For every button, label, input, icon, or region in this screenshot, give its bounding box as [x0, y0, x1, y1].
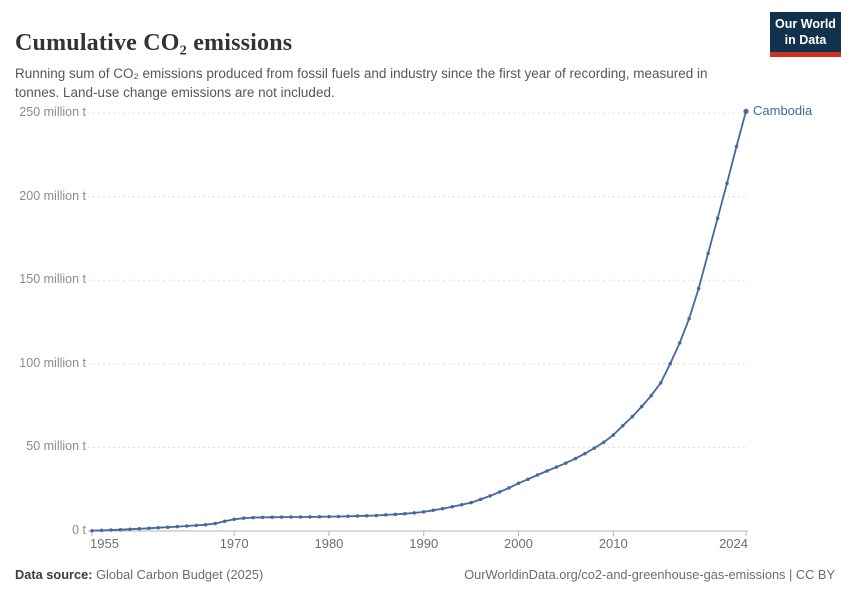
x-axis-tick-label: 1955 [90, 536, 119, 551]
y-axis-tick-label: 150 million t [19, 272, 86, 287]
data-point[interactable] [393, 512, 398, 517]
data-point[interactable] [241, 516, 246, 520]
data-point[interactable] [166, 525, 170, 529]
footer-link[interactable]: OurWorldinData.org/co2-and-greenhouse-ga… [464, 567, 835, 582]
data-point[interactable] [137, 527, 142, 531]
datasource-label: Data source: [15, 567, 93, 582]
data-point[interactable] [658, 381, 663, 385]
data-point[interactable] [99, 528, 104, 533]
data-point[interactable] [355, 514, 360, 518]
data-point[interactable] [327, 514, 331, 519]
data-point[interactable] [715, 216, 720, 221]
data-point[interactable] [630, 414, 635, 419]
x-axis-tick-label: 1980 [314, 536, 344, 551]
data-point[interactable] [621, 423, 625, 428]
chart-subtitle: Running sum of CO₂ emissions produced fr… [15, 65, 708, 101]
data-point[interactable] [298, 515, 303, 519]
data-point[interactable] [583, 451, 587, 456]
y-axis-tick-label: 100 million t [19, 355, 86, 370]
series-entity-label[interactable]: Cambodia [753, 103, 813, 119]
data-point[interactable] [706, 251, 710, 256]
data-point[interactable] [639, 404, 644, 409]
data-point[interactable] [507, 486, 511, 490]
data-point[interactable] [203, 522, 208, 527]
data-point[interactable] [488, 494, 492, 498]
data-point[interactable] [336, 514, 341, 519]
data-point[interactable] [611, 433, 616, 437]
series-line-cambodia[interactable] [91, 111, 747, 532]
x-axis-tick-label: 2000 [504, 536, 533, 551]
data-point[interactable] [251, 515, 255, 520]
data-point[interactable] [185, 524, 189, 528]
data-point[interactable] [573, 456, 578, 461]
data-point[interactable] [535, 473, 540, 477]
data-point[interactable] [308, 515, 312, 519]
data-point[interactable] [459, 502, 464, 507]
data-point[interactable] [421, 510, 426, 514]
data-point[interactable] [649, 393, 653, 398]
datasource: Data source: Global Carbon Budget (2025) [15, 567, 263, 582]
x-axis-tick-label: 2024 [719, 536, 748, 551]
owid-logo-line2: in Data [784, 32, 827, 47]
data-point[interactable] [545, 469, 549, 473]
owid-logo-line1: Our World [775, 17, 836, 31]
owid-logo[interactable]: Our World in Data [770, 12, 841, 58]
data-point[interactable] [270, 515, 274, 519]
data-point[interactable] [289, 515, 293, 519]
datasource-value: Global Carbon Budget (2025) [96, 567, 264, 582]
y-axis-tick-label: 50 million t [26, 439, 86, 454]
data-point[interactable] [696, 286, 701, 291]
data-point[interactable] [128, 527, 132, 531]
data-point-last[interactable] [743, 108, 749, 114]
data-point[interactable] [109, 528, 113, 532]
data-point[interactable] [450, 505, 454, 509]
data-point[interactable] [734, 144, 739, 149]
data-point[interactable] [384, 513, 388, 517]
data-point[interactable] [279, 515, 284, 519]
y-axis-tick-label: 250 million t [19, 105, 86, 119]
chart-footer: Data source: Global Carbon Budget (2025)… [15, 567, 835, 582]
data-point[interactable] [469, 500, 473, 505]
data-point[interactable] [90, 528, 94, 533]
x-axis-tick-label: 1970 [219, 536, 249, 551]
data-point[interactable] [677, 341, 682, 345]
data-point[interactable] [222, 519, 227, 524]
data-point[interactable] [260, 515, 265, 520]
data-point[interactable] [564, 461, 568, 465]
data-point[interactable] [668, 362, 672, 366]
data-point[interactable] [156, 525, 161, 530]
x-axis-tick-label: 1990 [409, 536, 439, 551]
data-point[interactable] [592, 446, 597, 450]
data-point[interactable] [147, 526, 151, 531]
data-point[interactable] [431, 508, 435, 513]
y-axis-tick-label: 200 million t [19, 188, 86, 203]
data-point[interactable] [403, 511, 407, 516]
data-point[interactable] [232, 517, 236, 522]
data-point[interactable] [365, 514, 369, 518]
data-point[interactable] [526, 477, 530, 481]
x-axis-tick-label: 2010 [598, 536, 628, 551]
data-point[interactable] [478, 497, 483, 502]
data-point[interactable] [725, 181, 729, 185]
data-point[interactable] [118, 527, 123, 532]
y-axis-tick-label: 0 t [72, 523, 86, 537]
data-point[interactable] [374, 513, 379, 518]
data-point[interactable] [175, 524, 180, 529]
data-point[interactable] [440, 506, 445, 511]
data-point[interactable] [412, 511, 417, 515]
data-point[interactable] [602, 440, 606, 444]
data-point[interactable] [194, 523, 199, 528]
chart-title: Cumulative CO₂ emissions [15, 30, 293, 57]
data-point[interactable] [497, 490, 502, 494]
data-point[interactable] [554, 465, 559, 469]
data-point[interactable] [346, 514, 350, 519]
data-point[interactable] [317, 515, 322, 519]
data-point[interactable] [516, 481, 521, 486]
data-point[interactable] [687, 316, 691, 321]
data-point[interactable] [213, 521, 217, 526]
